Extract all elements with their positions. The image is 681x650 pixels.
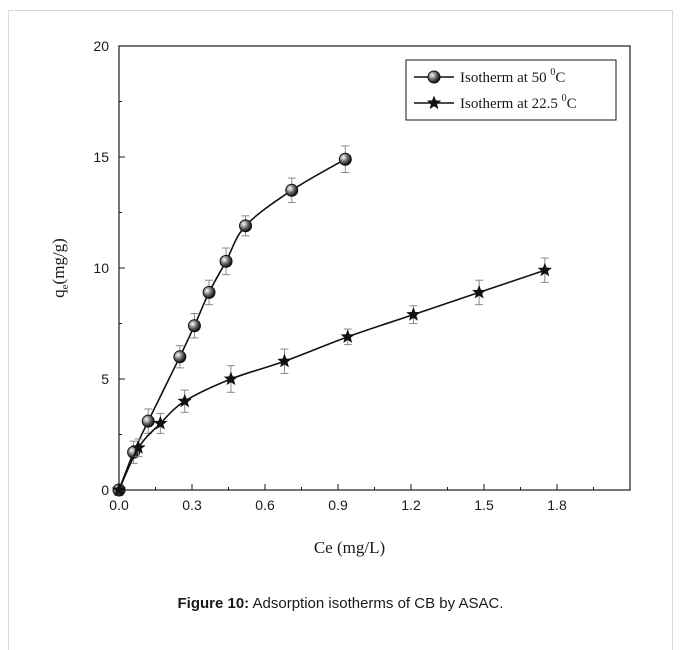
legend-label-22-5C-degree: 0 <box>562 93 567 104</box>
data-point <box>277 353 292 368</box>
data-point <box>141 414 155 428</box>
data-point <box>223 371 239 386</box>
legend-label-50C-degree: 0 <box>550 67 555 78</box>
x-tick-label: 1.8 <box>547 497 567 513</box>
legend-box <box>405 59 617 121</box>
y-tick-label: 10 <box>93 260 109 276</box>
legend-label-22-5C-main: Isotherm at 22.5 <box>460 96 562 112</box>
legend: Isotherm at 50 0C Isotherm at 22.5 0C <box>405 59 617 121</box>
data-point <box>285 183 299 197</box>
data-point <box>153 415 168 430</box>
x-tick-label: 0.6 <box>255 497 275 513</box>
x-tick-label: 1.5 <box>474 497 494 513</box>
caption-prefix: Figure 10: <box>177 595 250 612</box>
y-axis-label: qe(mg/g) <box>49 238 71 298</box>
data-point <box>537 262 552 277</box>
legend-marker <box>426 95 442 110</box>
data-point <box>173 350 187 364</box>
axis-ticks: 0.0 0.3 0.6 0.9 1.2 1.5 1.8 0 5 10 15 20 <box>93 38 594 513</box>
x-tick-label: 0.3 <box>182 497 202 513</box>
legend-entry-22-5C <box>414 95 454 110</box>
y-tick-label: 0 <box>101 482 109 498</box>
legend-label-22-5C-unit: C <box>567 96 577 112</box>
series-line <box>118 158 346 491</box>
legend-label-22-5C: Isotherm at 22.5 0C <box>460 93 577 112</box>
figure-caption: Figure 10: Adsorption isotherms of CB by… <box>0 595 681 612</box>
data-point <box>187 319 201 333</box>
series-22-5C <box>111 257 552 497</box>
y-tick-label: 5 <box>101 371 109 387</box>
data-point <box>131 440 146 454</box>
series-layer <box>111 145 552 497</box>
data-point <box>472 284 487 299</box>
data-point <box>338 152 352 166</box>
y-axis-label-base: q <box>49 289 68 298</box>
data-point <box>111 482 127 497</box>
figure-frame <box>8 10 673 650</box>
y-axis-label-unit: (mg/g) <box>49 238 68 284</box>
legend-entry-50C <box>414 70 454 84</box>
x-tick-label: 1.2 <box>401 497 421 513</box>
y-tick-label: 20 <box>93 38 109 54</box>
legend-label-50C-main: Isotherm at 50 <box>460 70 550 86</box>
legend-label-50C: Isotherm at 50 0C <box>460 67 565 86</box>
series-line <box>118 269 546 491</box>
data-point <box>239 219 253 233</box>
y-tick-label: 15 <box>93 149 109 165</box>
x-tick-label: 0.9 <box>328 497 348 513</box>
legend-marker <box>427 70 441 84</box>
data-point <box>340 329 355 343</box>
series-50C <box>112 145 352 497</box>
y-axis-label-subscript: e <box>59 284 71 289</box>
legend-label-50C-unit: C <box>555 70 565 86</box>
data-point <box>177 393 192 408</box>
data-point <box>406 307 421 321</box>
x-axis-label: Ce (mg/L) <box>314 538 385 557</box>
x-tick-label: 0.0 <box>109 497 129 513</box>
data-point <box>202 285 216 299</box>
caption-text: Adsorption isotherms of CB by ASAC. <box>249 595 504 612</box>
data-point <box>219 254 233 268</box>
